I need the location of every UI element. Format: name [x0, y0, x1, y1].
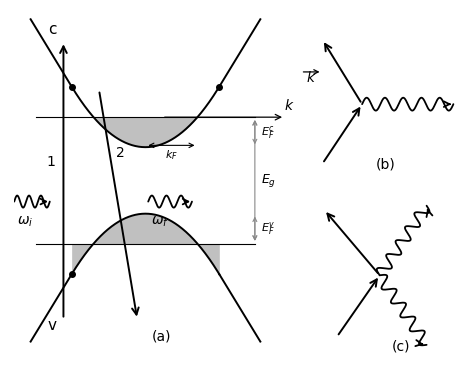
- Text: 2: 2: [117, 146, 125, 160]
- Text: $E_F^c$: $E_F^c$: [262, 124, 275, 141]
- Text: k: k: [307, 71, 315, 85]
- Text: c: c: [48, 22, 57, 37]
- Text: $E_F^v$: $E_F^v$: [262, 220, 276, 237]
- Text: $\omega_i$: $\omega_i$: [17, 215, 33, 229]
- Text: (b): (b): [376, 158, 396, 171]
- Text: $E_g$: $E_g$: [262, 172, 276, 189]
- Text: (c): (c): [392, 340, 410, 354]
- Text: $k_F$: $k_F$: [165, 149, 178, 163]
- Text: 1: 1: [46, 155, 55, 169]
- Text: k: k: [285, 99, 293, 113]
- Text: v: v: [48, 318, 57, 333]
- Text: (a): (a): [152, 330, 172, 344]
- Text: $\omega_f$: $\omega_f$: [151, 215, 169, 229]
